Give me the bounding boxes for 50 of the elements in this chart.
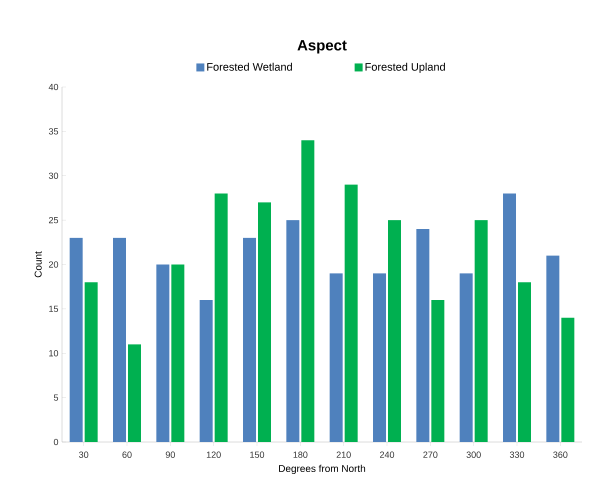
y-tick-label: 15 (49, 306, 58, 312)
bar (70, 238, 83, 442)
x-tick-label: 150 (250, 452, 264, 458)
bar (546, 256, 560, 442)
y-tick-label: 25 (48, 216, 58, 224)
x-tick-label: 60 (122, 452, 132, 458)
x-tick-label: 270 (423, 452, 438, 458)
bar (503, 194, 516, 442)
bar (243, 238, 256, 442)
x-tick-label: 240 (380, 452, 394, 458)
y-tick-label: 0 (54, 438, 58, 446)
y-axis-title: Count (34, 251, 42, 278)
bar (518, 282, 531, 442)
x-tick-label: 180 (294, 452, 308, 458)
x-tick-label: 120 (206, 452, 221, 458)
bar (113, 238, 126, 442)
x-tick-label: 30 (79, 452, 88, 458)
legend-label: Forested Wetland (207, 62, 292, 71)
bar (301, 140, 314, 442)
bar (84, 282, 98, 442)
y-tick-label: 40 (48, 84, 58, 90)
bar (258, 202, 271, 442)
bar (156, 264, 170, 442)
bar (128, 344, 141, 442)
y-tick-label: 30 (48, 172, 58, 179)
bar (561, 318, 574, 442)
bar (416, 229, 430, 442)
x-tick-label: 300 (466, 452, 481, 458)
bar (214, 194, 228, 442)
bar (388, 220, 401, 442)
legend-label: Forested Upland (366, 62, 445, 73)
bar (373, 273, 386, 442)
x-tick-label: 90 (166, 452, 175, 458)
bar (200, 300, 213, 442)
bar (286, 220, 300, 442)
bar (460, 273, 473, 442)
x-axis-title: Degrees from North (279, 464, 366, 474)
x-tick-label: 330 (510, 452, 524, 458)
x-tick-label: 210 (336, 452, 351, 458)
bar (431, 300, 444, 442)
y-tick-label: 5 (54, 394, 58, 401)
y-tick-label: 35 (48, 128, 58, 135)
x-tick-label: 360 (553, 452, 568, 458)
chart-title: Aspect (297, 40, 347, 54)
y-tick-label: 10 (49, 350, 58, 356)
bar (330, 273, 343, 442)
bar (474, 220, 488, 442)
bar (171, 264, 184, 442)
y-tick-label: 20 (48, 261, 58, 268)
bar (344, 184, 358, 442)
